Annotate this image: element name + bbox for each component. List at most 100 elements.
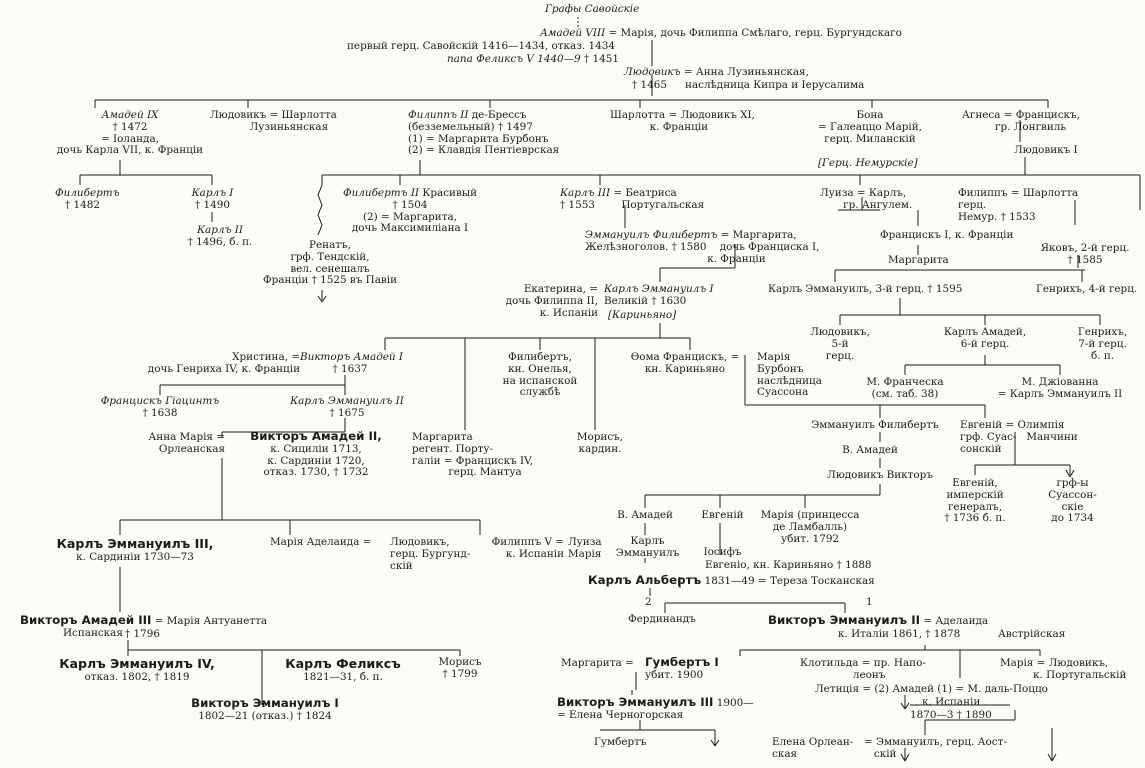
name: Викторъ Эммануилъ II: [768, 613, 921, 627]
name: Филибертъ II: [342, 187, 420, 199]
charlotte-node: Шарлотта = Людовикъ XI, к. Франціи: [610, 109, 755, 133]
details: 1831—49 = Тереза Тосканская: [704, 575, 875, 587]
details: = Марія Антуанетта Испанская: [62, 615, 268, 639]
details: = Маргарита, Желѣзноголов. † 1580 дочь Ф…: [585, 229, 820, 265]
name: Карлъ II: [197, 224, 243, 236]
details: де-Брессъ (безземельный) † 1497 (1) = Ма…: [408, 109, 560, 157]
reign: 1900—: [716, 697, 754, 709]
viktor-amadei-ii-node: Викторъ Амадей II, к. Сициліи 1713, к. Са…: [226, 429, 406, 479]
luiza-maria-node: Луиза Марія: [568, 536, 602, 560]
maria-lamballe-node: Марія (принцесса де Ламбалль) убит. 1792: [760, 509, 860, 545]
moris-kardinal-node: Морисъ, кардин.: [576, 431, 624, 455]
spouse: = Анна Лузиньянская,: [683, 66, 809, 78]
nemours-label: [Герц. Немурскіе]: [818, 157, 918, 169]
viktor-emmanuel-ii-node: Викторъ Эммануилъ II = Аделаида: [768, 613, 988, 628]
filibert-onelia-node: Филибертъ, кн. Онелья, на испанской служ…: [502, 351, 578, 399]
amadei-ix-node: Амадей IX † 1472 = Іоланда, дочь Карла VI…: [40, 109, 220, 157]
evgenii-soissons-node: Евгеній = Олимпія грф. Суас- Манчини сон…: [960, 419, 1078, 455]
details: Красивый † 1504 (2) = Маргарита, дочь Ма…: [351, 187, 478, 235]
name: Амадей VIII: [540, 27, 606, 39]
filipp-ii-node: Филиппъ II де-Брессъ (безземельный) † 14…: [408, 109, 560, 157]
evgenii-imperial-node: Евгеній, имперскій генералъ, † 1736 б. п…: [944, 477, 1006, 525]
name: Карлъ Эммануилъ IV,: [59, 656, 215, 671]
karl-iii-node: Карлъ III = Беатриса † 1553 Португальска…: [560, 187, 705, 212]
death: † 1638: [142, 406, 178, 419]
counts-soissons-node: грф-ы Суассон- скіе до 1734: [1048, 477, 1097, 525]
viktor-amadei-i-node: Викторъ Амадей I † 1637: [300, 351, 404, 376]
karl-amadei-6-node: Карлъ Амадей, 6-й герц.: [943, 326, 1027, 350]
karl-albert-node: Карлъ Альбертъ 1831—49 = Тереза Тосканск…: [588, 573, 875, 588]
death: † 1490: [195, 198, 230, 211]
anna-maria-node: Анна Марія = Орлеанская: [148, 431, 225, 455]
maria-portugal-node: Марія = Людовикъ, к. Португальскій: [1000, 657, 1127, 681]
viktor-amadei-iii-death: † 1796: [125, 628, 160, 640]
ludovic-spouse-title: наслѣдница Кипра и Іерусалима: [685, 79, 865, 91]
elena-montenegro-node: = Елена Черногорская: [557, 709, 684, 721]
emmanuel-filibert-s-node: Эммануилъ Филибертъ: [811, 419, 939, 431]
name: Карлъ Феликсъ: [285, 656, 401, 671]
klotilda-node: Клотильда = пр. Напо- леонъ: [800, 657, 926, 681]
filibert-i-node: Филибертъ † 1482: [55, 187, 120, 212]
birth-order-2: 2: [645, 596, 652, 608]
karl-i-node: Карлъ I † 1490: [190, 187, 235, 212]
agnesa-node: Агнеса = Францискъ, гр. Лонгвиль: [962, 109, 1080, 133]
karl-feliks-node: Карлъ Феликсъ 1821—31, б. п.: [268, 656, 418, 684]
name: Карлъ Эммануилъ II: [290, 395, 404, 407]
karl-emmanuel-i-node: Карлъ Эммануилъ I Великій † 1630: [604, 283, 714, 308]
genrih-4-node: Генрихъ, 4-й герц.: [1036, 283, 1138, 295]
foma-francisk-node: Ѳома Францискъ, = кн. Кариньяно: [630, 351, 740, 375]
maria-adelaida-node: Марія Аделаида =: [270, 536, 372, 548]
francisk-giacint-node: Францискъ Гіацинтъ † 1638: [95, 395, 225, 420]
details: Великій † 1630: [604, 294, 687, 307]
moris-1799-node: Морисъ † 1799: [438, 656, 482, 680]
m-dzhovanna-node: М. Джіованна = Карлъ Эммануилъ II: [997, 376, 1123, 400]
filibert-ii-node: Филибертъ II Красивый † 1504 (2) = Марга…: [330, 187, 490, 235]
emmanuel-filibert-node: Эммануилъ Филибертъ = Маргарита, Желѣзно…: [585, 229, 820, 265]
hristina-node: Христина, = дочь Генриха IV, к. Франціи: [147, 351, 300, 375]
name: Карлъ Эммануилъ III,: [56, 536, 214, 551]
name: Эммануилъ Филибертъ: [585, 229, 718, 241]
details: = Беатриса † 1553 Португальская: [560, 187, 705, 211]
amadei-spain-years: 1870—3 † 1890: [910, 709, 992, 721]
spouse: = Марія, дочь Филиппа Смѣлаго, герц. Бур…: [608, 27, 902, 39]
chart-title: Графы Савойскіе: [545, 3, 640, 15]
details: 1802—21 (отказ.) † 1824: [198, 709, 332, 722]
name: Карлъ I: [191, 187, 234, 199]
amadei-viii-reign: первый герц. Савойскій 1416—1434, отказ.…: [347, 40, 615, 52]
name: Францискъ Гіацинтъ: [100, 395, 220, 407]
karl-emmanuel-nemours-node: Карлъ Эммануилъ, 3-й герц. † 1595: [768, 283, 963, 295]
ludovic-node: Людовикъ = Анна Лузиньянская,: [624, 66, 809, 79]
ludovic-burgundy-node: Людовикъ, герц. Бургунд- скій: [390, 536, 471, 572]
karl-emmanuel-ii-node: Карлъ Эммануилъ II † 1675: [282, 395, 412, 420]
name: Амадей IX: [101, 109, 159, 121]
genrih-7-node: Генрихъ, 7-й герц. б. п.: [1077, 326, 1128, 362]
luiza-node: Луиза = Карлъ, гр. Ангулем.: [820, 187, 913, 211]
margarita-france-node: Маргарита: [888, 254, 949, 266]
details: к. Сардиніи 1730—73: [76, 550, 194, 563]
ludovic-viktor-node: Людовикъ Викторъ: [827, 469, 933, 481]
name: Викторъ Эммануилъ III: [557, 695, 714, 709]
m-francheska-node: М. Франческа (см. таб. 38): [866, 376, 944, 400]
karignano-label: [Кариньяно]: [608, 309, 677, 321]
evgenio-karignano-node: Евгеніо, кн. Кариньяно † 1888: [705, 559, 872, 571]
karl-ii-node: Карлъ II † 1496, б. п.: [180, 224, 260, 249]
amadei-viii-node: Амадей VIII = Марія, дочь Филиппа Смѣлаг…: [540, 27, 902, 40]
ludovic-lusignan-node: Людовикъ = Шарлотта Лузиньянская: [210, 109, 337, 133]
name: Викторъ Амадей II,: [250, 429, 382, 443]
name: Карлъ III: [560, 187, 611, 199]
name: Карлъ Эммануилъ I: [604, 283, 714, 295]
karl-emmanuel-iii-node: Карлъ Эммануилъ III, к. Сардиніи 1730—73: [10, 536, 260, 564]
details: 1821—31, б. п.: [303, 670, 383, 683]
name: Викторъ Амадей I: [300, 351, 404, 363]
margarita-humbert-node: Маргарита =: [561, 657, 634, 669]
v-amadei-s-node: В. Амадей: [842, 444, 898, 456]
yakov-node: Яковъ, 2-й герц. † 1585: [1040, 242, 1130, 266]
iosif-node: Іосифъ: [703, 546, 742, 558]
pope: папа Феликсъ V 1440—9: [447, 53, 581, 65]
emmanuel-aosta-node: = Эммануилъ, герц. Аост- скій: [864, 736, 1007, 760]
amadei-spain-title: к. Испаніи: [922, 696, 981, 708]
name: Гумбертъ I: [645, 655, 719, 669]
karl-emmanuel-k-node: Карлъ Эммануилъ: [615, 535, 680, 559]
details: убит. 1900: [645, 668, 704, 681]
